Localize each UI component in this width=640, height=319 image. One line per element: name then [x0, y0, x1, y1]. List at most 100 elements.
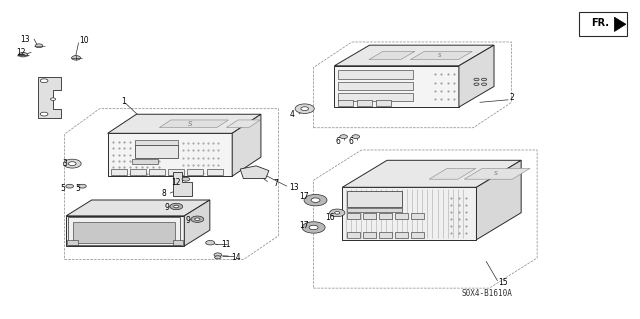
Bar [135, 145, 178, 158]
Bar [348, 213, 360, 219]
Bar [396, 213, 408, 219]
Bar [68, 218, 180, 245]
Bar [188, 169, 204, 175]
Polygon shape [66, 200, 210, 216]
Polygon shape [459, 45, 494, 107]
Bar [72, 222, 175, 243]
Bar [111, 169, 127, 175]
Circle shape [301, 107, 308, 111]
Text: 17: 17 [300, 192, 309, 202]
Polygon shape [173, 172, 192, 196]
Text: 4: 4 [289, 110, 294, 119]
Bar [135, 140, 178, 145]
Circle shape [352, 135, 360, 138]
Text: 7: 7 [273, 179, 278, 188]
Text: 5: 5 [75, 184, 80, 193]
Circle shape [335, 211, 340, 214]
Bar [376, 100, 391, 106]
Circle shape [205, 241, 214, 245]
Text: 3: 3 [62, 159, 67, 168]
Circle shape [170, 203, 182, 210]
Circle shape [79, 184, 86, 188]
Circle shape [214, 253, 221, 257]
Circle shape [309, 225, 318, 230]
Text: FR.: FR. [591, 18, 609, 28]
Bar [412, 213, 424, 219]
Text: 13: 13 [290, 183, 300, 192]
Bar [168, 169, 184, 175]
Circle shape [19, 52, 28, 57]
Polygon shape [38, 77, 61, 118]
Bar [579, 12, 627, 36]
Polygon shape [429, 168, 476, 179]
Bar [132, 159, 159, 164]
Circle shape [195, 218, 200, 220]
Circle shape [173, 205, 179, 208]
Text: 1: 1 [121, 97, 125, 106]
Bar [149, 169, 165, 175]
Circle shape [191, 216, 204, 222]
Bar [348, 232, 360, 238]
Circle shape [40, 112, 48, 116]
Circle shape [311, 198, 320, 202]
Text: 10: 10 [79, 36, 88, 45]
Polygon shape [342, 160, 521, 187]
Polygon shape [334, 45, 494, 66]
Polygon shape [410, 51, 472, 60]
Text: S: S [438, 53, 442, 58]
Bar [337, 70, 413, 78]
Circle shape [340, 135, 348, 138]
Circle shape [40, 79, 48, 83]
Text: 5: 5 [61, 184, 66, 193]
Bar [337, 82, 413, 90]
Circle shape [63, 159, 81, 168]
Bar [173, 240, 183, 245]
Bar [348, 191, 402, 207]
Text: S: S [493, 171, 498, 176]
Text: 6: 6 [335, 137, 340, 145]
Bar [207, 169, 223, 175]
Bar [130, 169, 146, 175]
Polygon shape [240, 166, 269, 179]
Text: 17: 17 [300, 221, 309, 230]
Circle shape [474, 78, 479, 81]
Text: 16: 16 [325, 213, 335, 222]
Text: 6: 6 [349, 137, 354, 145]
Bar [364, 213, 376, 219]
Circle shape [295, 104, 314, 114]
Text: 9: 9 [186, 216, 190, 225]
Bar [380, 232, 392, 238]
Circle shape [304, 195, 327, 206]
Polygon shape [227, 120, 260, 128]
Bar [348, 208, 402, 211]
Bar [67, 240, 77, 245]
Circle shape [302, 222, 325, 233]
Bar [356, 100, 372, 106]
Polygon shape [465, 168, 530, 179]
Polygon shape [184, 200, 210, 246]
Text: S: S [188, 121, 193, 127]
Polygon shape [614, 17, 626, 32]
Polygon shape [334, 66, 459, 107]
Circle shape [330, 209, 345, 217]
Bar [337, 100, 353, 106]
Circle shape [51, 98, 56, 100]
Text: 12: 12 [17, 48, 26, 57]
Polygon shape [108, 133, 232, 176]
Bar [412, 232, 424, 238]
Polygon shape [66, 216, 184, 246]
Circle shape [214, 256, 221, 259]
Text: 12: 12 [171, 178, 180, 187]
Text: 15: 15 [498, 278, 508, 287]
Circle shape [68, 162, 76, 166]
Bar [337, 93, 413, 101]
Text: 9: 9 [164, 203, 169, 212]
Text: 14: 14 [231, 253, 241, 262]
Text: 13: 13 [20, 35, 30, 44]
Circle shape [474, 83, 479, 85]
Circle shape [72, 56, 81, 60]
Bar [364, 232, 376, 238]
Bar [396, 232, 408, 238]
Polygon shape [232, 114, 261, 176]
Circle shape [182, 177, 189, 181]
